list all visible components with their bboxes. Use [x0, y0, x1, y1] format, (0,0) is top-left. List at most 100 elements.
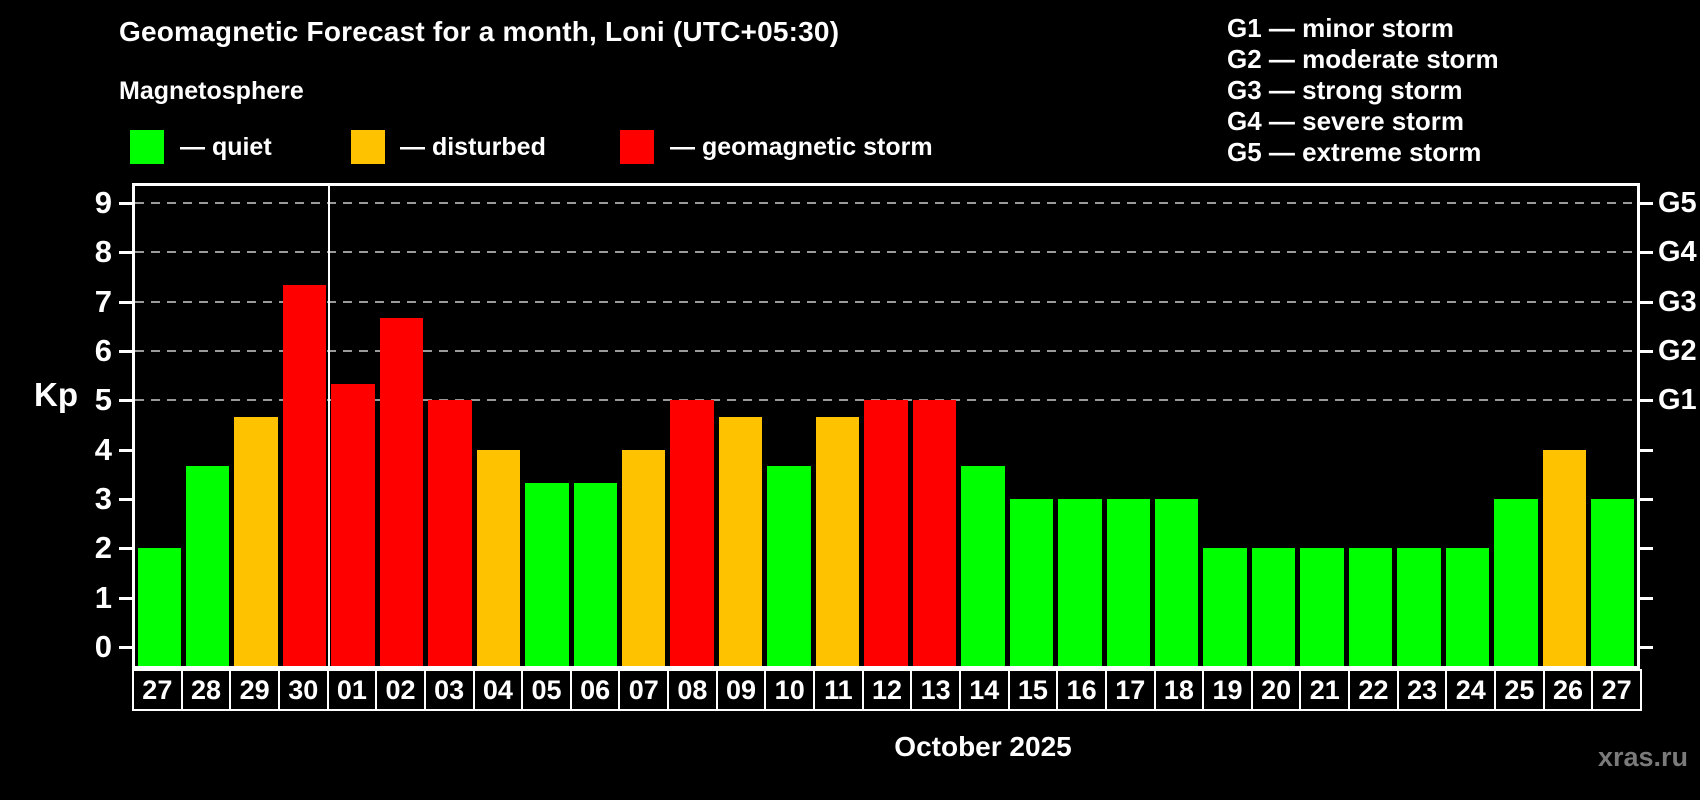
legend-disturbed-swatch: [351, 130, 385, 164]
kp-bar-day-02: [379, 317, 424, 666]
y-tick-7: [119, 300, 132, 304]
day-label-06: 06: [569, 669, 621, 711]
chart-plot-area: [132, 183, 1640, 669]
day-label-18: 18: [1153, 669, 1205, 711]
day-label-05: 05: [521, 669, 572, 711]
g-tick-3: [1640, 498, 1653, 501]
y-tick-label-9: 9: [94, 185, 112, 221]
kp-bar-day-09: [718, 416, 763, 666]
legend-disturbed-label: — disturbed: [400, 133, 546, 161]
day-label-23: 23: [1396, 669, 1448, 711]
kp-bar-day-01: [331, 384, 375, 666]
month-divider-line: [327, 186, 330, 666]
g-tick-1: [1640, 596, 1653, 600]
g-scale-label-G3: G3: [1658, 285, 1697, 318]
kp-bar-day-16: [1058, 499, 1102, 666]
kp-bar-day-07: [622, 449, 666, 666]
kp-bar-day-10: [767, 465, 811, 666]
day-label-10: 10: [764, 669, 816, 711]
legend-quiet-label: — quiet: [180, 133, 272, 161]
g-tick-9: [1640, 202, 1653, 206]
kp-bar-day-19: [1203, 548, 1247, 666]
y-tick-label-2: 2: [94, 530, 112, 566]
legend-storm-label: — geomagnetic storm: [670, 133, 933, 161]
kp-bar-day-20: [1251, 548, 1296, 666]
y-tick-label-3: 3: [94, 481, 112, 516]
day-label-09: 09: [715, 669, 767, 711]
y-tick-label-4: 4: [94, 431, 112, 467]
day-label-03: 03: [423, 669, 475, 711]
y-tick-label-6: 6: [94, 333, 112, 369]
day-label-04: 04: [472, 669, 524, 711]
y-tick-2: [119, 547, 132, 551]
page-title: Geomagnetic Forecast for a month, Loni (…: [119, 16, 840, 47]
y-tick-label-1: 1: [94, 579, 112, 615]
day-label-29: 29: [229, 669, 280, 711]
y-tick-1: [119, 596, 132, 600]
gridline-kp-7: [135, 300, 1637, 303]
day-label-01: 01: [326, 669, 378, 711]
kp-bar-day-11: [815, 416, 860, 666]
day-label-21: 21: [1299, 669, 1351, 711]
y-tick-4: [119, 448, 132, 452]
y-tick-label-7: 7: [94, 283, 112, 319]
kp-bar-day-06: [573, 482, 617, 666]
kp-bar-day-27: [1591, 499, 1635, 666]
kp-bar-day-13: [912, 400, 957, 666]
kp-bar-day-21: [1300, 548, 1344, 666]
storm-scale-legend-line: G1 — minor storm: [1227, 13, 1454, 43]
kp-bar-day-15: [1009, 499, 1054, 666]
day-label-02: 02: [375, 669, 426, 711]
day-label-30: 30: [277, 669, 329, 711]
kp-bar-day-08: [670, 400, 714, 666]
g-tick-4: [1640, 448, 1653, 452]
day-label-16: 16: [1056, 669, 1107, 711]
y-axis-title: Kp: [34, 376, 78, 413]
day-label-14: 14: [958, 669, 1010, 711]
g-tick-5: [1640, 399, 1653, 403]
g-scale-label-G5: G5: [1658, 187, 1697, 220]
day-label-20: 20: [1250, 669, 1302, 711]
storm-scale-legend-line: G4 — severe storm: [1227, 106, 1465, 136]
kp-bar-day-23: [1397, 548, 1441, 666]
x-axis-title: October 2025: [894, 731, 1072, 762]
watermark: xras.ru: [1597, 742, 1688, 772]
gridline-kp-8: [135, 251, 1637, 254]
chart-subtitle: Magnetosphere: [119, 77, 304, 105]
day-label-24: 24: [1445, 669, 1497, 711]
storm-scale-legend-line: G3 — strong storm: [1227, 75, 1463, 105]
kp-bar-day-22: [1348, 548, 1393, 666]
day-label-27: 27: [132, 669, 183, 711]
day-label-12: 12: [861, 669, 913, 711]
g-scale-label-G1: G1: [1658, 384, 1697, 417]
kp-bar-day-26: [1542, 449, 1587, 666]
kp-bar-day-24: [1445, 548, 1490, 666]
y-tick-label-8: 8: [94, 234, 112, 270]
legend-storm-swatch: [620, 130, 654, 164]
day-label-17: 17: [1104, 669, 1156, 711]
storm-scale-legend-line: G2 — moderate storm: [1227, 44, 1499, 74]
kp-bar-day-12: [864, 400, 908, 666]
y-tick-8: [119, 251, 132, 255]
y-tick-9: [119, 202, 132, 206]
y-tick-label-0: 0: [94, 629, 112, 664]
day-label-26: 26: [1542, 669, 1594, 711]
y-tick-label-5: 5: [94, 382, 112, 418]
g-tick-0: [1640, 646, 1653, 649]
kp-bar-day-28: [185, 465, 230, 666]
day-label-28: 28: [180, 669, 232, 711]
kp-bar-day-27: [137, 548, 181, 666]
day-label-19: 19: [1202, 669, 1253, 711]
y-tick-6: [119, 350, 132, 354]
day-label-08: 08: [667, 669, 718, 711]
kp-bar-day-14: [961, 465, 1005, 666]
day-label-15: 15: [1007, 669, 1059, 711]
gridline-kp-5: [135, 399, 1637, 402]
kp-bar-day-18: [1154, 499, 1199, 666]
storm-scale-legend-line: G5 — extreme storm: [1227, 137, 1482, 167]
g-tick-6: [1640, 350, 1653, 354]
day-label-22: 22: [1348, 669, 1399, 711]
storm-scale-legend: G1 — minor storm G2 — moderate storm G3 …: [1227, 13, 1499, 168]
g-tick-2: [1640, 547, 1653, 551]
y-tick-5: [119, 399, 132, 403]
